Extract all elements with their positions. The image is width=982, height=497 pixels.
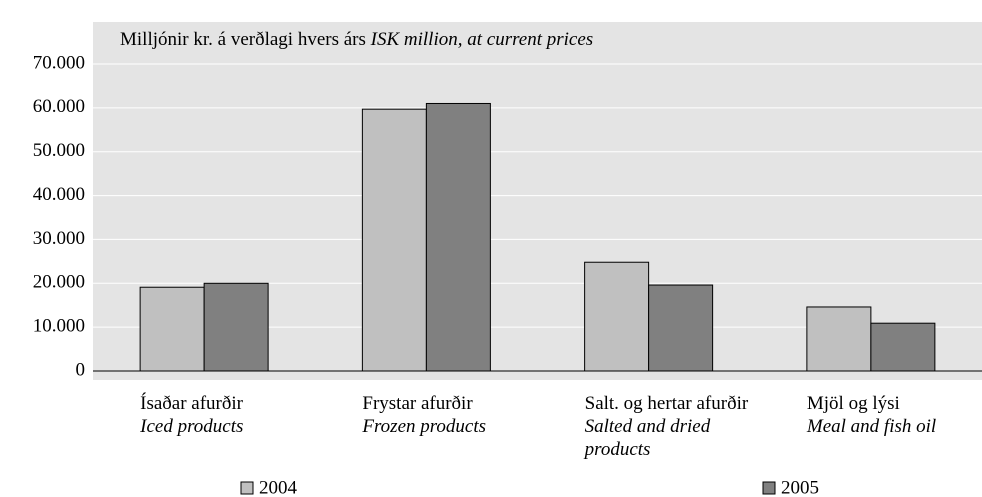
legend-label: 2004 bbox=[259, 477, 298, 497]
x-tick-label: Ísaðar afurðir Iced products bbox=[140, 392, 315, 438]
category-en: Iced products bbox=[140, 416, 244, 437]
bar bbox=[584, 261, 650, 372]
x-tick-label: Salt. og hertar afurðir Salted and dried … bbox=[585, 392, 760, 461]
title-is: Milljónir kr. á verðlagi hvers árs bbox=[120, 29, 366, 50]
x-tick-label: Frystar afurðir Frozen products bbox=[362, 392, 537, 438]
category-en: Frozen products bbox=[362, 416, 487, 437]
chart-title: Milljónir kr. á verðlagi hvers árs ISK m… bbox=[120, 29, 593, 50]
y-tick-label: 50.000 bbox=[33, 140, 85, 161]
bar bbox=[139, 286, 205, 372]
bar bbox=[648, 284, 714, 372]
y-tick-label: 60.000 bbox=[33, 96, 85, 117]
bar bbox=[203, 282, 269, 372]
legend-label: 2005 bbox=[781, 477, 819, 497]
legend-swatch bbox=[240, 481, 254, 495]
category-en: Meal and fish oil bbox=[806, 416, 937, 437]
bar bbox=[806, 306, 872, 372]
y-tick-label: 30.000 bbox=[33, 228, 85, 249]
bar bbox=[425, 102, 491, 372]
category-is: Ísaðar afurðir bbox=[140, 393, 243, 414]
legend-swatch bbox=[762, 481, 776, 495]
bar bbox=[361, 108, 427, 372]
y-tick-label: 70.000 bbox=[33, 52, 85, 73]
bar bbox=[870, 322, 936, 372]
y-tick-label: 20.000 bbox=[33, 272, 85, 293]
y-tick-label: 10.000 bbox=[33, 316, 85, 337]
title-en: ISK million, at current prices bbox=[370, 29, 594, 50]
y-tick-label: 0 bbox=[76, 359, 86, 380]
category-is: Frystar afurðir bbox=[362, 393, 473, 414]
category-is: Mjöl og lýsi bbox=[806, 393, 900, 414]
y-tick-label: 40.000 bbox=[33, 184, 85, 205]
x-tick-label: Mjöl og lýsi Meal and fish oil bbox=[807, 392, 982, 438]
category-en: Salted and dried products bbox=[584, 416, 711, 460]
category-is: Salt. og hertar afurðir bbox=[584, 393, 749, 414]
